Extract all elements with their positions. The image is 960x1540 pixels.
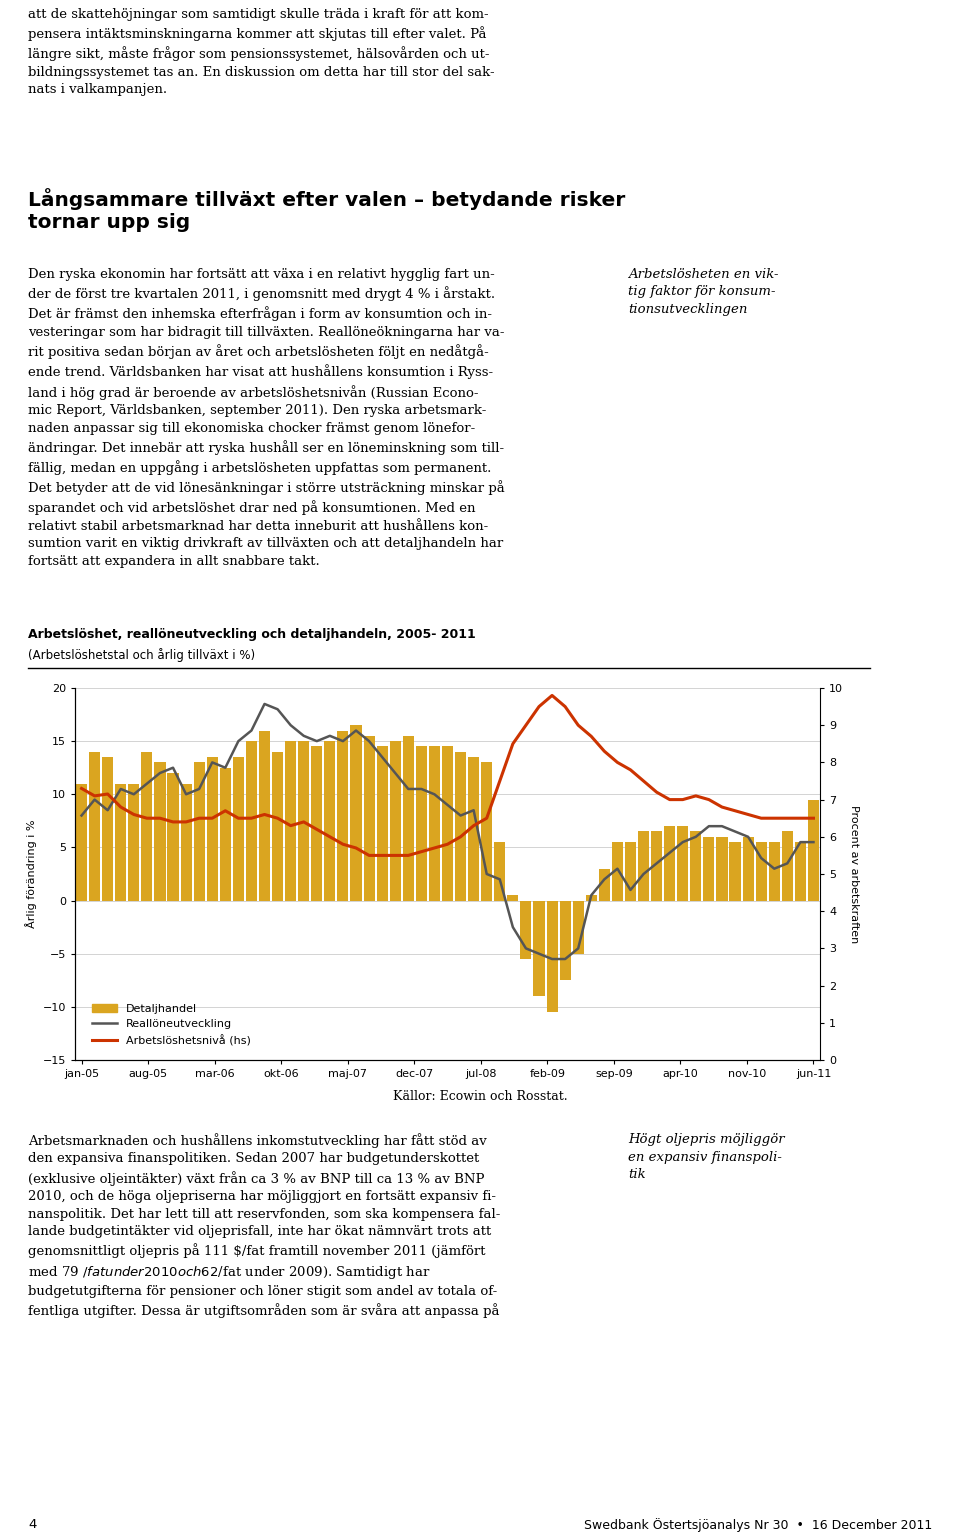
Text: Arbetsmarknaden och hushållens inkomstutveckling har fått stöd av
den expansiva : Arbetsmarknaden och hushållens inkomstut… [28, 1133, 500, 1318]
Bar [416, 747, 427, 901]
Bar [520, 901, 532, 959]
Bar [102, 758, 113, 901]
Bar [730, 842, 740, 901]
Bar [808, 799, 819, 901]
Bar [233, 758, 244, 901]
Bar [376, 747, 388, 901]
Bar [677, 825, 688, 901]
Bar [141, 752, 153, 901]
Bar [337, 730, 348, 901]
Bar [299, 741, 309, 901]
Bar [612, 842, 623, 901]
Text: Högt oljepris möjliggör
en expansiv finanspoli-
tik: Högt oljepris möjliggör en expansiv fina… [628, 1133, 784, 1181]
Text: Långsammare tillväxt efter valen – betydande risker
tornar upp sig: Långsammare tillväxt efter valen – betyd… [28, 188, 625, 233]
Bar [769, 842, 780, 901]
Bar [89, 752, 100, 901]
Bar [220, 768, 230, 901]
Bar [259, 730, 270, 901]
Bar [390, 741, 400, 901]
Bar [324, 741, 335, 901]
Bar [586, 895, 597, 901]
Bar [76, 784, 87, 901]
Bar [468, 758, 479, 901]
Bar [716, 836, 728, 901]
Bar [573, 901, 584, 953]
Bar [311, 747, 323, 901]
Bar [350, 725, 362, 901]
Text: Swedbank Östertsjöanalys Nr 30  •  16 December 2011: Swedbank Östertsjöanalys Nr 30 • 16 Dece… [584, 1518, 932, 1532]
Bar [781, 832, 793, 901]
Bar [664, 825, 675, 901]
Bar [180, 784, 192, 901]
Text: Den ryska ekonomin har fortsätt att växa i en relativt hygglig fart un-
der de f: Den ryska ekonomin har fortsätt att växa… [28, 268, 505, 568]
Bar [429, 747, 440, 901]
Bar [507, 895, 518, 901]
Bar [756, 842, 767, 901]
Bar [403, 736, 414, 901]
Bar [560, 901, 570, 981]
Bar [534, 901, 544, 996]
Bar [272, 752, 283, 901]
Text: (Arbetslöshetstal och årlig tillväxt i %): (Arbetslöshetstal och årlig tillväxt i %… [28, 648, 255, 662]
Bar [155, 762, 165, 901]
Bar [651, 832, 662, 901]
Text: Källor: Ecowin och Rosstat.: Källor: Ecowin och Rosstat. [393, 1090, 567, 1103]
Bar [638, 832, 649, 901]
Bar [442, 747, 453, 901]
Bar [546, 901, 558, 1012]
Bar [742, 836, 754, 901]
Bar [115, 784, 127, 901]
Bar [167, 773, 179, 901]
Bar [599, 869, 610, 901]
Bar [494, 842, 505, 901]
Y-axis label: Årlig förändring i %: Årlig förändring i % [25, 819, 37, 929]
Bar [129, 784, 139, 901]
Bar [206, 758, 218, 901]
Bar [795, 842, 806, 901]
Legend: Detaljhandel, Reallöneutveckling, Arbetslöshetsnivå (hs): Detaljhandel, Reallöneutveckling, Arbets… [88, 999, 255, 1050]
Bar [704, 836, 714, 901]
Bar [625, 842, 636, 901]
Bar [285, 741, 297, 901]
Bar [455, 752, 467, 901]
Bar [364, 736, 374, 901]
Text: Arbetslösheten en vik-
tig faktor för konsum-
tionsutvecklingen: Arbetslösheten en vik- tig faktor för ko… [628, 268, 779, 316]
Bar [246, 741, 257, 901]
Text: 4: 4 [28, 1518, 36, 1531]
Bar [194, 762, 204, 901]
Text: att de skattehöjningar som samtidigt skulle träda i kraft för att kom-
pensera i: att de skattehöjningar som samtidigt sku… [28, 8, 494, 97]
Y-axis label: Procent av arbetskraften: Procent av arbetskraften [849, 805, 858, 942]
Bar [690, 832, 702, 901]
Text: Arbetslöshet, reallöneutveckling och detaljhandeln, 2005- 2011: Arbetslöshet, reallöneutveckling och det… [28, 628, 476, 641]
Bar [481, 762, 492, 901]
